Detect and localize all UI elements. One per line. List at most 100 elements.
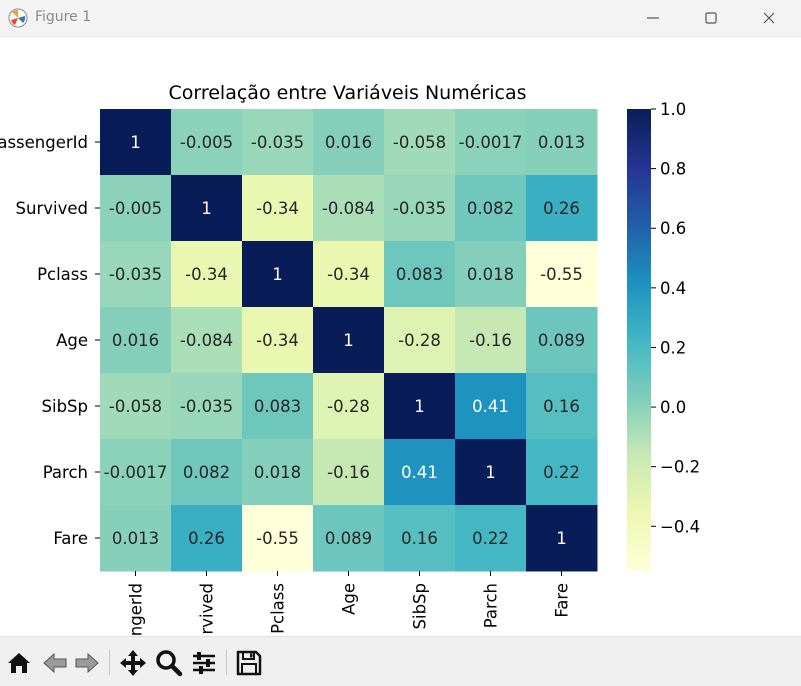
colorbar	[627, 109, 651, 571]
heatmap-cell	[171, 109, 243, 176]
heatmap-cell	[313, 439, 385, 506]
cell-value-label: 0.22	[472, 529, 509, 548]
heatmap-cell	[171, 175, 243, 242]
heatmap-cell	[455, 373, 527, 440]
heatmap-cell	[313, 307, 385, 374]
cell-value-label: -0.005	[109, 199, 162, 218]
cell-value-label: 1	[201, 199, 212, 218]
cell-value-label: -0.058	[393, 133, 446, 152]
heatmap-cell	[313, 505, 385, 572]
x-tick-label: SibSp	[411, 583, 430, 629]
heatmap-cell	[526, 241, 598, 308]
cell-value-label: -0.084	[180, 331, 233, 350]
heatmap-cell	[171, 307, 243, 374]
cell-value-label: 0.013	[538, 133, 585, 152]
cell-value-label: -0.035	[180, 397, 233, 416]
x-tick-label: Parch	[482, 583, 501, 628]
x-tick-label: Survived	[198, 583, 217, 635]
cell-value-label: -0.34	[185, 265, 228, 284]
close-button[interactable]	[740, 0, 798, 36]
heatmap-cell	[526, 439, 598, 506]
heatmap-cell	[313, 175, 385, 242]
cell-value-label: 0.016	[112, 331, 159, 350]
window-title: Figure 1	[35, 9, 92, 25]
heatmap-cell	[171, 373, 243, 440]
heatmap-cell	[100, 439, 172, 506]
maximize-icon	[705, 12, 717, 24]
cell-value-label: 0.018	[254, 463, 301, 482]
cell-value-label: 0.16	[401, 529, 438, 548]
colorbar-tick-label: 1.0	[660, 100, 686, 119]
cell-value-label: -0.28	[398, 331, 441, 350]
colorbar-tick-label: 0.4	[660, 279, 686, 298]
cell-value-label: -0.0017	[459, 133, 523, 152]
heatmap-cell	[313, 373, 385, 440]
cell-value-label: -0.16	[469, 331, 512, 350]
maximize-button[interactable]	[682, 0, 740, 36]
heatmap-cell	[384, 175, 456, 242]
cell-value-label: 0.083	[396, 265, 443, 284]
heatmap-cell	[384, 373, 456, 440]
cell-value-label: -0.16	[327, 463, 370, 482]
pan-icon	[120, 650, 146, 676]
cell-value-label: 0.089	[325, 529, 372, 548]
matplotlib-icon	[8, 8, 28, 28]
colorbar-tick-label: 0.2	[660, 338, 686, 357]
heatmap-cell	[526, 307, 598, 374]
heatmap-cell	[100, 307, 172, 374]
heatmap-cell	[242, 175, 314, 242]
heatmap-cell	[100, 373, 172, 440]
heatmap-cell	[455, 505, 527, 572]
back-button[interactable]	[39, 647, 71, 679]
y-tick-label: Fare	[53, 529, 88, 548]
heatmap-cell	[384, 307, 456, 374]
close-icon	[763, 12, 775, 24]
heatmap-cell	[171, 241, 243, 308]
home-button[interactable]	[3, 647, 35, 679]
heatmap-cell	[242, 241, 314, 308]
save-button[interactable]	[233, 647, 265, 679]
cell-value-label: 0.083	[254, 397, 301, 416]
x-tick-label: Fare	[553, 583, 572, 618]
colorbar-tick-label: 0.0	[660, 398, 686, 417]
cell-value-label: 0.089	[538, 331, 585, 350]
cell-value-label: 0.013	[112, 529, 159, 548]
colorbar-tick-label: 0.8	[660, 160, 686, 179]
zoom-button[interactable]	[153, 647, 185, 679]
cell-value-label: 1	[343, 331, 354, 350]
cell-value-label: 0.26	[188, 529, 225, 548]
colorbar-tick-label: −0.2	[660, 458, 700, 477]
heatmap-cell	[455, 439, 527, 506]
minimize-button[interactable]	[624, 0, 682, 36]
colorbar-tick-label: −0.4	[660, 517, 700, 536]
cell-value-label: 0.22	[543, 463, 580, 482]
heatmap-cell	[526, 175, 598, 242]
cell-value-label: 0.26	[543, 199, 580, 218]
cell-value-label: -0.005	[180, 133, 233, 152]
cell-value-label: -0.34	[256, 331, 299, 350]
chart-title: Correlação entre Variáveis Numéricas	[168, 82, 526, 104]
heatmap-cell	[455, 175, 527, 242]
heatmap-cell	[455, 241, 527, 308]
heatmap-cell	[100, 241, 172, 308]
cell-value-label: 1	[414, 397, 425, 416]
configure-subplots-button[interactable]	[188, 647, 220, 679]
heatmap-cell	[455, 307, 527, 374]
forward-button[interactable]	[71, 647, 103, 679]
cell-value-label: 0.082	[467, 199, 514, 218]
cell-value-label: -0.34	[256, 199, 299, 218]
heatmap-cell	[242, 307, 314, 374]
forward-arrow-icon	[75, 652, 99, 674]
y-tick-label: Parch	[43, 463, 88, 482]
cell-value-label: 0.016	[325, 133, 372, 152]
navigation-toolbar	[0, 636, 801, 686]
colorbar-tick-label: 0.6	[660, 219, 686, 238]
cell-value-label: -0.058	[109, 397, 162, 416]
heatmap-cell	[100, 109, 172, 176]
pan-button[interactable]	[117, 647, 149, 679]
cell-value-label: 0.41	[472, 397, 509, 416]
window-titlebar: Figure 1	[0, 0, 801, 37]
y-tick-label: SibSp	[42, 397, 88, 416]
home-icon	[8, 653, 30, 673]
cell-value-label: -0.28	[327, 397, 370, 416]
